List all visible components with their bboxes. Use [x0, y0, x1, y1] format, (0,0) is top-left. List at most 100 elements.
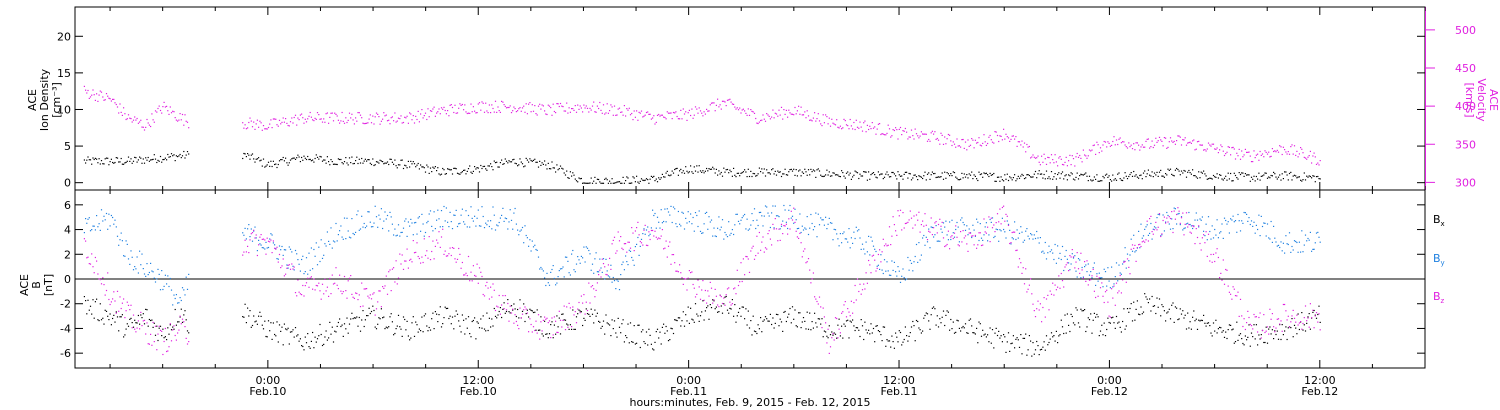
velocity-point: [817, 113, 819, 115]
bx-point: [379, 318, 381, 320]
velocity-point: [850, 125, 852, 127]
by-point: [1168, 223, 1170, 225]
by-point: [950, 238, 952, 241]
velocity-point: [739, 107, 741, 109]
bx-point: [823, 330, 825, 332]
bx-point: [920, 332, 922, 334]
bx-point: [730, 308, 732, 310]
bz-point: [854, 284, 856, 287]
ion-density-point: [461, 171, 463, 173]
bx-point: [677, 317, 679, 319]
bx-point: [1123, 308, 1125, 310]
velocity-point: [993, 142, 995, 144]
by-point: [885, 270, 887, 272]
bz-point: [157, 333, 159, 335]
bx-point: [1282, 334, 1284, 336]
velocity-point: [1093, 144, 1095, 146]
bx-point: [972, 332, 974, 334]
bz-point: [909, 210, 911, 212]
bz-point: [555, 320, 557, 322]
bz-point: [1231, 298, 1233, 300]
ion-density-point: [753, 173, 756, 175]
ion-density-point: [321, 160, 324, 162]
bx-point: [777, 314, 779, 316]
ion-density-point: [944, 171, 946, 173]
ion-density-point: [669, 175, 671, 177]
ion-density-point: [661, 173, 663, 175]
bz-point: [588, 282, 590, 284]
bx-point: [1160, 315, 1162, 317]
bz-point: [681, 277, 683, 279]
ion-density-point: [982, 176, 984, 178]
velocity-point: [747, 108, 749, 110]
ion-density-point: [1276, 178, 1278, 180]
bx-point: [582, 324, 584, 327]
by-point: [390, 216, 392, 218]
by-point: [1190, 225, 1192, 227]
bx-point: [108, 319, 110, 321]
bz-point: [186, 343, 189, 345]
by-point: [397, 224, 400, 226]
bx-point: [168, 333, 170, 335]
bz-point: [863, 283, 865, 285]
bz-point: [1108, 315, 1110, 317]
bz-point: [713, 299, 715, 301]
by-point: [858, 229, 860, 231]
velocity-point: [395, 121, 397, 123]
bx-point: [422, 331, 424, 333]
bx-point: [366, 315, 368, 317]
velocity-point: [483, 111, 486, 113]
by-point: [487, 220, 489, 222]
bx-point: [394, 332, 396, 335]
ion-density-point: [898, 174, 900, 176]
by-point: [717, 227, 719, 229]
ion-density-point: [861, 175, 864, 177]
bx-point: [416, 324, 418, 326]
ion-density-point: [453, 167, 455, 169]
by-point: [325, 245, 327, 247]
bz-point: [1306, 320, 1308, 322]
by-point: [931, 226, 933, 229]
bx-point: [837, 324, 839, 326]
bx-point: [396, 325, 398, 327]
by-point: [918, 242, 920, 244]
bx-point: [1264, 341, 1266, 344]
ion-density-point: [930, 174, 932, 176]
bx-point: [961, 327, 963, 329]
velocity-point: [946, 138, 948, 140]
bx-point: [1182, 310, 1184, 312]
velocity-point: [995, 131, 997, 133]
bz-point: [1188, 224, 1190, 226]
ion-density-point: [1199, 177, 1201, 179]
velocity-point: [416, 118, 418, 121]
ion-density-point: [350, 162, 352, 164]
bottom-ytick-label: 6: [64, 199, 71, 212]
bx-point: [820, 323, 822, 325]
by-point: [314, 255, 316, 257]
bx-point: [1307, 316, 1309, 318]
velocity-point: [1153, 144, 1156, 146]
bx-point: [278, 324, 281, 326]
ion-density-point: [768, 172, 770, 174]
ion-density-point: [440, 173, 443, 175]
velocity-point: [411, 119, 413, 121]
bx-point: [1036, 340, 1038, 343]
bottom-ytick-label: -2: [60, 298, 71, 311]
bx-point: [715, 306, 717, 308]
by-point: [476, 217, 478, 219]
ion-density-point: [956, 177, 958, 179]
bz-point: [951, 235, 953, 237]
ion-density-point: [999, 180, 1001, 182]
ion-density-point: [390, 158, 392, 160]
bx-point: [573, 328, 575, 330]
ion-density-point: [1274, 173, 1276, 175]
bx-point: [378, 317, 380, 319]
ion-density-point: [774, 170, 776, 172]
bz-point: [179, 315, 181, 317]
bz-point: [486, 281, 488, 283]
bz-point: [1232, 286, 1234, 288]
velocity-point: [285, 118, 287, 120]
by-point: [346, 217, 348, 219]
bx-point: [339, 318, 341, 320]
bz-point: [922, 220, 924, 222]
